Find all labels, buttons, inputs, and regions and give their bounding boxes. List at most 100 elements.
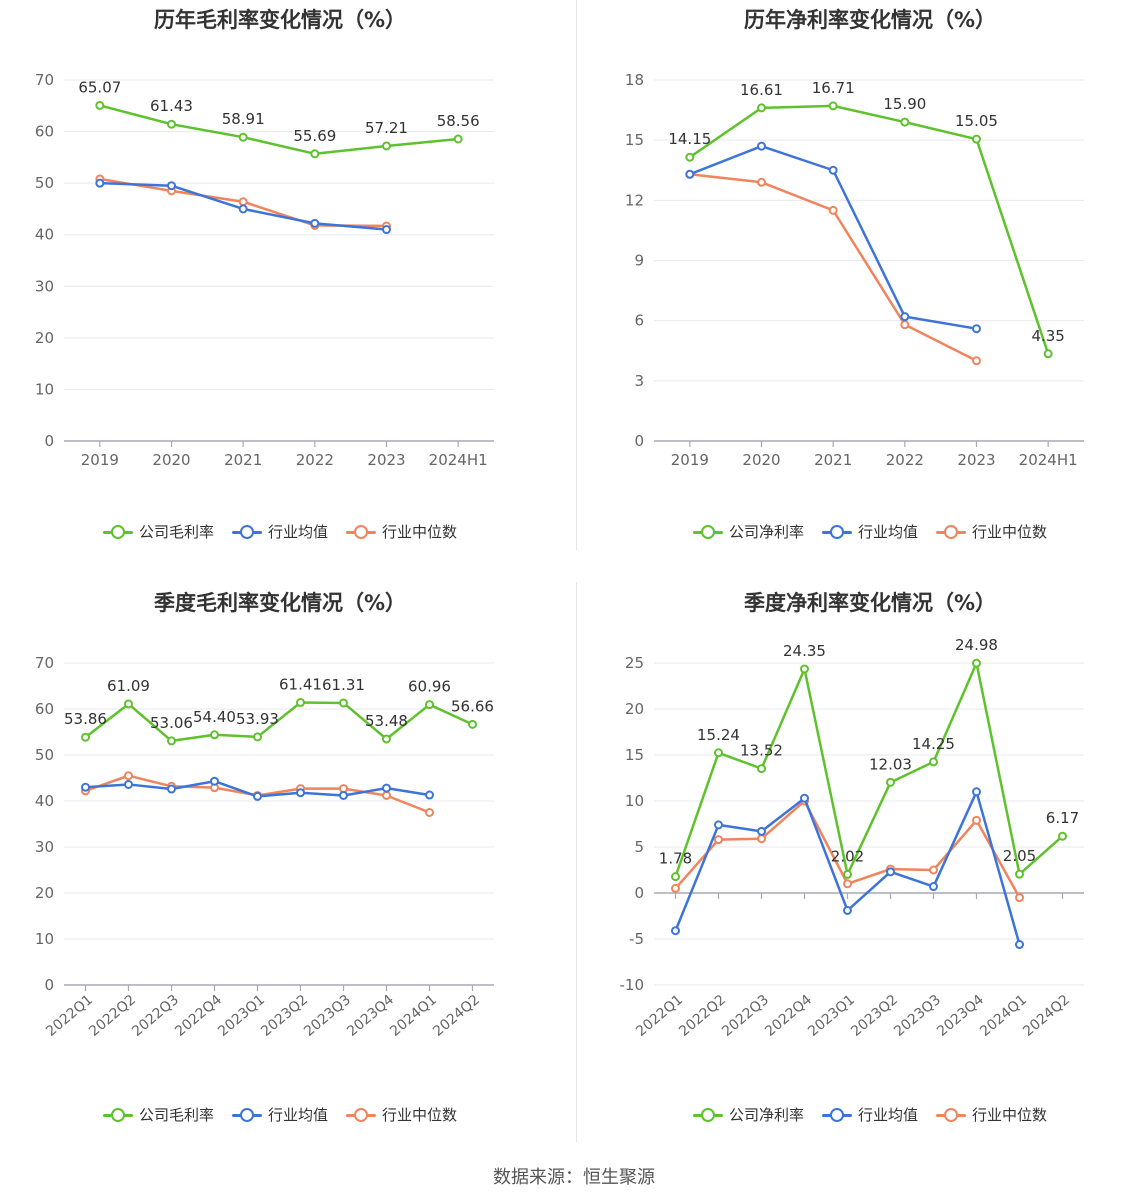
data-label: 58.91 <box>222 110 265 128</box>
data-label: 61.09 <box>107 677 150 695</box>
data-point-company <box>296 698 305 708</box>
data-point-company <box>468 719 477 729</box>
data-label: 12.03 <box>869 755 912 773</box>
vertical-divider <box>576 582 577 1142</box>
x-tick-label: 2020 <box>742 451 780 469</box>
data-point-avg <box>167 784 176 794</box>
data-point-company <box>843 869 852 879</box>
x-tick-label: 2024Q2 <box>430 992 483 1040</box>
data-point-company <box>828 101 838 111</box>
data-label: 61.43 <box>150 97 193 115</box>
data-point-company <box>972 134 981 144</box>
data-label: 54.40 <box>193 708 236 726</box>
legend-item-industry-median[interactable]: 行业中位数 <box>936 521 1047 542</box>
legend-swatch-icon <box>231 524 262 539</box>
chart-plot: 0 10 20 30 40 50 60 70 2019 2020 2021 2022 2023 2024H… <box>35 71 494 469</box>
x-tick-label: 2024H1 <box>429 451 488 469</box>
legend-swatch-icon <box>102 524 133 539</box>
data-point-median <box>757 834 766 844</box>
legend-item-company[interactable]: 公司毛利率 <box>102 1104 214 1125</box>
data-label: 53.06 <box>150 714 193 732</box>
data-point-median <box>238 197 248 207</box>
data-label: 4.35 <box>1031 327 1064 345</box>
y-tick-label: -10 <box>620 976 645 994</box>
legend: 公司毛利率 行业均值 行业中位数 <box>0 521 560 542</box>
data-point-company <box>339 698 348 708</box>
y-tick-label: 12 <box>625 191 644 209</box>
data-point-avg <box>339 790 348 800</box>
y-tick-label: 70 <box>35 654 54 672</box>
data-label: 56.66 <box>451 697 494 715</box>
y-tick-label: 10 <box>35 930 54 948</box>
data-label: 60.96 <box>408 678 451 696</box>
legend-item-company[interactable]: 公司毛利率 <box>102 521 214 542</box>
chart-plot: -10-505101520252022Q12022Q22022Q32022Q42… <box>620 636 1084 1040</box>
data-point-company <box>972 658 981 668</box>
series-line-company <box>674 661 1064 878</box>
data-point-company <box>382 734 391 744</box>
legend-item-company[interactable]: 公司净利率 <box>692 1104 804 1125</box>
legend-label: 行业均值 <box>267 1106 328 1124</box>
data-point-avg <box>382 783 391 793</box>
y-tick-label: 40 <box>35 792 54 810</box>
legend-item-industry-average[interactable]: 行业均值 <box>821 521 918 542</box>
y-tick-label: 18 <box>625 71 644 89</box>
data-point-avg <box>972 787 981 797</box>
data-point-company <box>671 872 680 882</box>
x-tick-label: 2023Q2 <box>258 992 311 1040</box>
data-point-avg <box>800 793 809 803</box>
data-label: 24.35 <box>783 642 826 660</box>
data-point-company <box>382 141 391 151</box>
legend-item-company[interactable]: 公司净利率 <box>692 521 804 542</box>
legend: 公司毛利率 行业均值 行业中位数 <box>0 1104 560 1125</box>
y-tick-label: 50 <box>35 174 54 192</box>
data-point-company <box>210 730 219 740</box>
data-point-median <box>382 790 391 800</box>
data-point-median <box>900 320 910 330</box>
y-tick-label: 25 <box>625 654 644 672</box>
legend-swatch-icon <box>692 524 723 539</box>
chart-title: 历年毛利率变化情况（%） <box>153 8 407 32</box>
legend-item-industry-median[interactable]: 行业中位数 <box>346 1104 457 1125</box>
data-point-avg <box>929 882 938 892</box>
data-point-avg <box>253 791 262 801</box>
data-point-avg <box>757 826 766 836</box>
chart-plot: 0 3 6 9 12 15 18 2019 2020 2021 2022 2023 2024H1 14.1… <box>625 71 1084 469</box>
legend-item-industry-average[interactable]: 行业均值 <box>231 521 328 542</box>
x-tick-label: 2022Q4 <box>172 992 225 1040</box>
y-tick-label: 5 <box>634 838 644 856</box>
x-tick-label: 2022Q1 <box>633 992 686 1040</box>
data-point-avg <box>296 788 305 798</box>
y-tick-label: 40 <box>35 226 54 244</box>
data-point-avg <box>310 218 320 228</box>
x-tick-label: 2022Q3 <box>129 992 182 1040</box>
y-tick-label: 20 <box>625 700 644 718</box>
legend-item-industry-average[interactable]: 行业均值 <box>231 1104 328 1125</box>
data-point-company <box>900 117 910 127</box>
data-point-company <box>1058 831 1067 841</box>
data-point-median <box>757 177 766 187</box>
y-tick-label: 20 <box>35 884 54 902</box>
data-point-median <box>425 808 434 817</box>
x-tick-label: 2024Q2 <box>1020 992 1073 1040</box>
x-tick-label: 2022Q2 <box>86 992 139 1040</box>
x-tick-label: 2023Q4 <box>934 992 987 1040</box>
y-tick-label: 30 <box>35 838 54 856</box>
legend-item-industry-median[interactable]: 行业中位数 <box>936 1104 1047 1125</box>
legend-item-industry-average[interactable]: 行业均值 <box>821 1104 918 1125</box>
data-point-company <box>800 664 809 674</box>
chart-annual-net-margin: 历年净利率变化情况（%） 0 3 6 9 12 15 18 2019 2020 2021 2022 2… <box>590 0 1148 560</box>
legend-swatch-icon <box>346 1107 376 1122</box>
data-label: 24.98 <box>955 636 998 654</box>
data-label: 6.17 <box>1046 809 1079 827</box>
data-point-company <box>167 119 176 129</box>
data-label: 16.61 <box>740 81 783 99</box>
x-tick-label: 2022Q2 <box>676 992 729 1040</box>
x-tick-label: 2019 <box>671 451 709 469</box>
legend-item-industry-median[interactable]: 行业中位数 <box>346 521 457 542</box>
data-point-company <box>757 764 766 774</box>
y-tick-label: 15 <box>625 131 644 149</box>
y-tick-label: 6 <box>634 312 644 330</box>
series-line-median <box>689 173 978 362</box>
data-label: 53.86 <box>64 710 107 728</box>
